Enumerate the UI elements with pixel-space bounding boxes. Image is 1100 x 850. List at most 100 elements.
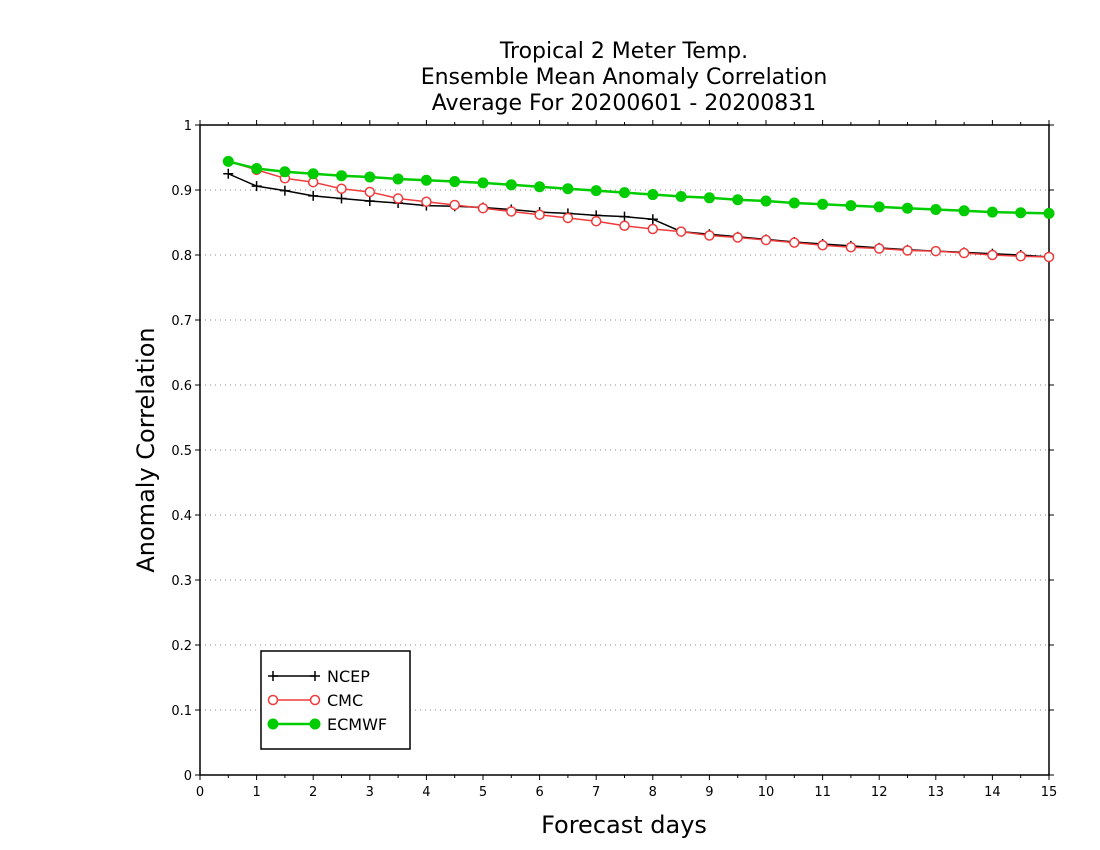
y-tick-label-9: 0.9	[171, 184, 192, 199]
ecmwf-point-25	[930, 204, 942, 215]
x-tick-label-3: 3	[366, 785, 374, 800]
cmc-point-4	[336, 183, 347, 194]
cmc-point-25	[930, 245, 942, 257]
cmc-point-16	[675, 226, 687, 237]
title-line-2: Ensemble Mean Anomaly Correlation	[421, 65, 828, 90]
ecmwf-point-19	[760, 195, 772, 207]
ecmwf-point-3	[307, 168, 319, 180]
legend-marker-left-ecmwf	[267, 718, 279, 730]
ecmwf-point-27	[986, 206, 998, 218]
cmc-point-24	[902, 245, 913, 256]
ecmwf-point-23	[873, 201, 885, 213]
ecmwf-point-11	[534, 181, 546, 193]
ecmwf-point-7	[420, 174, 432, 186]
legend-label-ncep: NCEP	[327, 667, 370, 686]
ncep-point-4	[336, 193, 347, 204]
y-tick-label-8: 0.8	[171, 249, 192, 264]
legend-label-ecmwf: ECMWF	[327, 715, 387, 734]
ncep-point-15	[647, 214, 658, 225]
ecmwf-point-14	[619, 187, 630, 199]
ecmwf-point-9	[477, 177, 489, 189]
chart-title: Tropical 2 Meter Temp. Ensemble Mean Ano…	[421, 39, 828, 116]
y-tick-label-6: 0.6	[171, 379, 192, 394]
cmc-point-6	[392, 193, 404, 204]
x-tick-label-11: 11	[814, 785, 831, 800]
y-tick-label-10: 1	[184, 119, 192, 134]
y-tick-label-5: 0.5	[171, 444, 192, 459]
cmc-point-20	[789, 237, 800, 248]
ecmwf-point-26	[958, 205, 970, 217]
ncep-point-14	[619, 211, 630, 222]
ecmwf-point-1	[251, 163, 263, 175]
x-tick-label-2: 2	[309, 785, 317, 800]
cmc-point-13	[590, 215, 602, 227]
ecmwf-point-15	[647, 189, 659, 201]
ecmwf-point-21	[817, 198, 829, 210]
x-tick-label-13: 13	[928, 785, 945, 800]
title-line-3: Average For 20200601 - 20200831	[432, 91, 817, 116]
cmc-point-17	[704, 230, 715, 241]
x-tick-label-7: 7	[592, 785, 600, 800]
x-tick-label-1: 1	[252, 785, 260, 800]
x-tick-label-8: 8	[649, 785, 657, 800]
cmc-point-28	[1015, 251, 1026, 262]
legend-marker-right-ecmwf	[309, 718, 321, 730]
x-tick-label-5: 5	[479, 785, 487, 800]
legend-item-ecmwf: ECMWF	[267, 715, 387, 734]
ecmwf-point-22	[845, 200, 857, 212]
ecmwf-point-6	[392, 173, 404, 185]
x-tick-label-12: 12	[871, 785, 888, 800]
ncep-point-2	[279, 185, 290, 196]
cmc-point-22	[845, 241, 857, 253]
legend-marker-left-cmc	[267, 694, 279, 706]
y-tick-label-3: 0.3	[171, 574, 192, 589]
ecmwf-point-17	[703, 192, 715, 204]
ecmwf-point-4	[336, 170, 347, 182]
ecmwf-point-24	[902, 202, 913, 214]
legend-label-cmc: CMC	[327, 691, 363, 710]
grid-lines	[200, 189, 1049, 711]
y-tick-label-2: 0.2	[171, 639, 192, 654]
ecmwf-point-13	[590, 185, 602, 197]
series-ecmwf	[222, 155, 1055, 219]
ecmwf-point-28	[1015, 207, 1027, 219]
cmc-point-29	[1043, 251, 1055, 263]
ecmwf-point-18	[732, 194, 744, 206]
x-tick-label-14: 14	[984, 785, 1001, 800]
ecmwf-point-0	[222, 155, 234, 167]
ecmwf-point-16	[675, 191, 687, 202]
cmc-point-9	[477, 202, 489, 214]
ecmwf-point-20	[788, 197, 800, 209]
x-tick-label-0: 0	[196, 785, 204, 800]
x-tick-label-6: 6	[535, 785, 543, 800]
ncep-point-5	[364, 196, 375, 207]
cmc-point-18	[732, 232, 743, 243]
cmc-point-8	[449, 199, 460, 211]
cmc-point-19	[760, 234, 772, 246]
cmc-point-10	[506, 206, 517, 217]
legend: NCEP CMC ECMWF	[260, 650, 411, 750]
ncep-point-0	[223, 168, 234, 179]
ecmwf-point-5	[364, 171, 376, 183]
x-axis-title: Forecast days	[541, 811, 707, 839]
ncep-line	[228, 173, 1050, 258]
legend-marker-left-ncep	[268, 671, 278, 681]
cmc-point-11	[534, 209, 545, 220]
cmc-point-12	[562, 212, 574, 224]
cmc-point-15	[647, 223, 659, 235]
title-line-1: Tropical 2 Meter Temp.	[499, 39, 748, 64]
y-tick-label-0: 0	[184, 769, 192, 784]
cmc-point-5	[364, 186, 376, 198]
legend-marker-right-cmc	[309, 694, 321, 706]
ecmwf-point-12	[562, 183, 574, 195]
cmc-point-23	[873, 243, 885, 254]
legend-item-cmc: CMC	[267, 691, 363, 710]
ecmwf-point-2	[279, 166, 291, 178]
ncep-point-1	[251, 181, 262, 192]
y-tick-label-7: 0.7	[171, 314, 192, 329]
ecmwf-point-10	[505, 179, 517, 191]
y-tick-label-4: 0.4	[171, 509, 192, 524]
x-tick-label-4: 4	[422, 785, 430, 800]
series-lines	[222, 155, 1055, 263]
